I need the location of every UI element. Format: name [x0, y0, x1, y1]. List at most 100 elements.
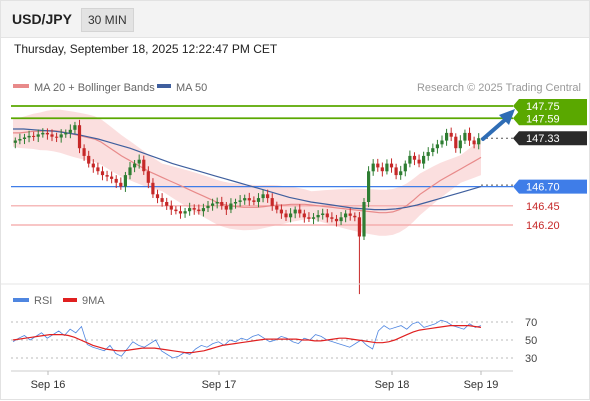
candle — [77, 119, 82, 154]
candle — [261, 189, 265, 203]
candle — [22, 133, 27, 145]
price-tag-label: 146.70 — [526, 182, 560, 194]
candle — [133, 160, 137, 173]
candle-body — [183, 211, 187, 214]
candle — [119, 177, 123, 190]
candle — [82, 144, 86, 161]
candle — [348, 208, 352, 221]
candle-body — [215, 202, 219, 204]
candle-body — [279, 209, 283, 214]
candle-body — [68, 129, 72, 133]
ma50-legend-swatch — [157, 84, 171, 88]
candle-body — [91, 163, 95, 168]
candle — [247, 192, 251, 206]
candle-body — [348, 213, 352, 216]
candle — [201, 203, 205, 217]
candle — [91, 159, 95, 173]
candle-body — [389, 163, 394, 168]
candle — [344, 210, 348, 223]
candle — [467, 127, 472, 146]
candle-body — [275, 205, 279, 210]
candle — [155, 189, 160, 204]
candle-body — [224, 205, 228, 210]
candle-body — [399, 171, 403, 176]
candle — [64, 129, 68, 138]
candle-body — [220, 202, 224, 206]
candle — [165, 197, 169, 210]
candle-body — [110, 176, 114, 179]
rsi-line — [12, 319, 482, 359]
candle-body — [376, 163, 380, 168]
candle — [270, 193, 274, 211]
candle-body — [13, 140, 17, 143]
candle-body — [192, 208, 196, 210]
candle — [197, 204, 201, 215]
candle-body — [458, 140, 462, 149]
candle — [307, 212, 311, 223]
candle-body — [334, 218, 339, 222]
candle — [302, 209, 306, 223]
candle-body — [325, 213, 329, 218]
candle — [325, 209, 329, 223]
candle — [27, 130, 31, 143]
candle-body — [394, 167, 398, 176]
candle-body — [371, 163, 375, 172]
candle — [311, 213, 316, 225]
candle-body — [353, 215, 357, 218]
candle — [431, 143, 435, 157]
candle-body — [408, 155, 412, 164]
candle-body — [55, 136, 59, 138]
candle — [449, 127, 453, 142]
candle — [220, 196, 224, 210]
ma50-legend-label: MA 50 — [176, 82, 207, 94]
candle-body — [32, 135, 36, 137]
candle-body — [256, 198, 261, 202]
candle-body — [321, 213, 325, 215]
rsi-ma9-line — [12, 325, 482, 354]
candle-body — [440, 140, 444, 145]
bollinger-band — [13, 109, 481, 236]
candle-body — [367, 171, 371, 202]
candle-body — [298, 209, 302, 214]
candle — [454, 133, 458, 153]
candle-body — [211, 203, 215, 206]
candle — [151, 178, 155, 198]
candle-body — [233, 202, 238, 204]
candle-body — [201, 208, 205, 212]
candle-body — [188, 208, 192, 212]
candle — [215, 197, 219, 209]
candle-body — [119, 182, 123, 187]
candle — [100, 166, 105, 181]
candle-body — [174, 209, 178, 212]
candle-body — [27, 135, 31, 138]
price-tag-bg — [513, 99, 587, 113]
candle — [408, 150, 412, 168]
timeframe-button[interactable]: 30 MIN — [81, 8, 134, 32]
candle — [18, 133, 22, 145]
candle-body — [247, 198, 251, 201]
price-tag-label: 147.59 — [526, 113, 560, 125]
candle-body — [146, 171, 150, 183]
candle — [275, 201, 279, 214]
candle-body — [311, 217, 316, 219]
candle-body — [155, 194, 160, 199]
candle — [114, 175, 118, 189]
ma9-legend-label: 9MA — [82, 295, 105, 307]
candle-body — [133, 163, 137, 168]
candle-body — [284, 213, 288, 218]
price-tag-147-59: 147.59 — [513, 111, 587, 126]
candle-body — [197, 209, 201, 212]
candle — [412, 152, 417, 166]
candle-body — [238, 200, 242, 202]
candle — [137, 154, 141, 169]
candle — [339, 212, 343, 226]
candle — [73, 121, 77, 134]
candle-body — [422, 155, 426, 164]
candle-body — [362, 202, 366, 237]
price-tag-label: 147.75 — [526, 101, 560, 113]
candle-body — [289, 213, 293, 218]
ma20-legend-swatch — [13, 84, 29, 88]
candle-body — [477, 138, 481, 145]
candle-body — [77, 125, 82, 149]
